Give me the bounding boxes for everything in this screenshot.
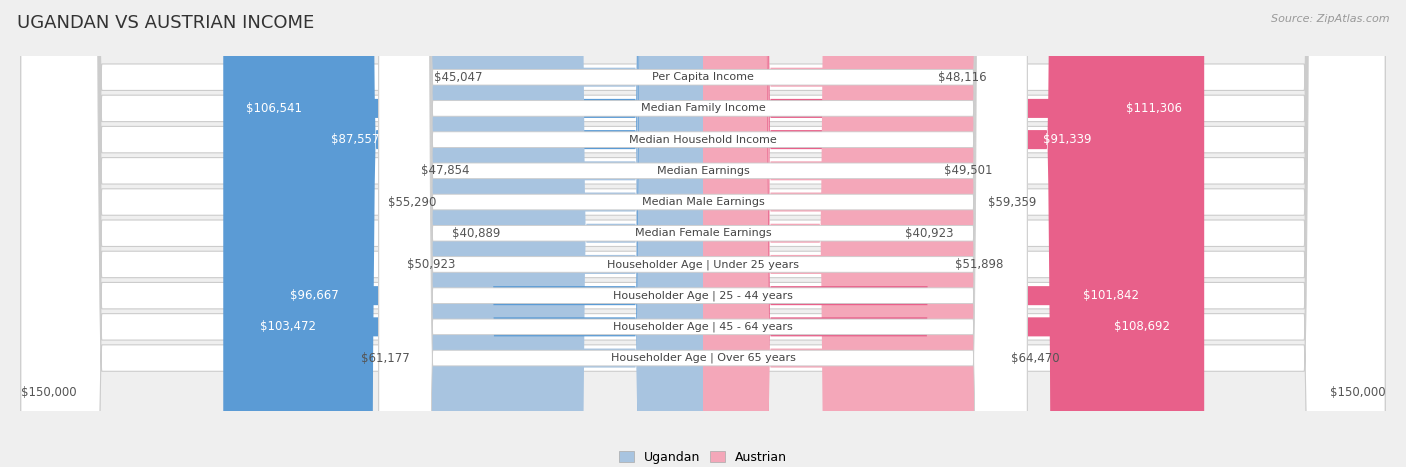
FancyBboxPatch shape [454, 0, 703, 467]
Text: $91,339: $91,339 [1043, 133, 1092, 146]
FancyBboxPatch shape [378, 0, 1028, 467]
FancyBboxPatch shape [703, 0, 887, 467]
Text: Median Male Earnings: Median Male Earnings [641, 197, 765, 207]
Text: $40,889: $40,889 [453, 227, 501, 240]
FancyBboxPatch shape [703, 0, 920, 467]
Text: $108,692: $108,692 [1114, 320, 1170, 333]
Text: $48,116: $48,116 [938, 71, 986, 84]
FancyBboxPatch shape [378, 0, 1028, 467]
FancyBboxPatch shape [703, 0, 1204, 467]
Text: Householder Age | Under 25 years: Householder Age | Under 25 years [607, 259, 799, 270]
FancyBboxPatch shape [378, 0, 1028, 467]
Text: $55,290: $55,290 [388, 196, 436, 209]
FancyBboxPatch shape [703, 0, 927, 467]
Text: $96,667: $96,667 [290, 289, 339, 302]
Text: $49,501: $49,501 [943, 164, 993, 177]
Text: $61,177: $61,177 [361, 352, 409, 365]
Text: $59,359: $59,359 [988, 196, 1036, 209]
FancyBboxPatch shape [378, 0, 1028, 467]
Text: $103,472: $103,472 [260, 320, 315, 333]
FancyBboxPatch shape [21, 0, 1385, 467]
FancyBboxPatch shape [21, 0, 1385, 467]
FancyBboxPatch shape [488, 0, 703, 467]
FancyBboxPatch shape [224, 0, 703, 467]
Text: $101,842: $101,842 [1083, 289, 1139, 302]
Text: $111,306: $111,306 [1126, 102, 1181, 115]
FancyBboxPatch shape [501, 0, 703, 467]
Text: Median Household Income: Median Household Income [628, 134, 778, 145]
FancyBboxPatch shape [378, 0, 1028, 467]
FancyBboxPatch shape [267, 0, 703, 467]
Text: $150,000: $150,000 [21, 386, 76, 399]
FancyBboxPatch shape [427, 0, 703, 467]
Text: $150,000: $150,000 [1330, 386, 1385, 399]
Text: Householder Age | 45 - 64 years: Householder Age | 45 - 64 years [613, 322, 793, 332]
Legend: Ugandan, Austrian: Ugandan, Austrian [614, 446, 792, 467]
FancyBboxPatch shape [703, 0, 993, 467]
FancyBboxPatch shape [703, 0, 970, 467]
FancyBboxPatch shape [703, 0, 1192, 467]
FancyBboxPatch shape [378, 0, 1028, 467]
Text: $47,854: $47,854 [420, 164, 470, 177]
Text: $64,470: $64,470 [1011, 352, 1060, 365]
FancyBboxPatch shape [309, 0, 703, 467]
Text: Householder Age | 25 - 44 years: Householder Age | 25 - 44 years [613, 290, 793, 301]
FancyBboxPatch shape [703, 0, 1161, 467]
FancyBboxPatch shape [21, 0, 1385, 467]
FancyBboxPatch shape [21, 0, 1385, 467]
Text: $106,541: $106,541 [246, 102, 302, 115]
Text: $51,898: $51,898 [955, 258, 1002, 271]
Text: Source: ZipAtlas.com: Source: ZipAtlas.com [1271, 14, 1389, 24]
FancyBboxPatch shape [21, 0, 1385, 467]
Text: Per Capita Income: Per Capita Income [652, 72, 754, 82]
FancyBboxPatch shape [703, 0, 936, 467]
Text: UGANDAN VS AUSTRIAN INCOME: UGANDAN VS AUSTRIAN INCOME [17, 14, 314, 32]
Text: $50,923: $50,923 [408, 258, 456, 271]
Text: $40,923: $40,923 [905, 227, 953, 240]
FancyBboxPatch shape [238, 0, 703, 467]
Text: $87,557: $87,557 [332, 133, 380, 146]
FancyBboxPatch shape [519, 0, 703, 467]
FancyBboxPatch shape [21, 0, 1385, 467]
FancyBboxPatch shape [21, 0, 1385, 467]
Text: $45,047: $45,047 [433, 71, 482, 84]
FancyBboxPatch shape [21, 0, 1385, 467]
Text: Median Earnings: Median Earnings [657, 166, 749, 176]
FancyBboxPatch shape [378, 0, 1028, 467]
Text: Median Family Income: Median Family Income [641, 103, 765, 113]
FancyBboxPatch shape [474, 0, 703, 467]
Text: Householder Age | Over 65 years: Householder Age | Over 65 years [610, 353, 796, 363]
FancyBboxPatch shape [378, 0, 1028, 467]
FancyBboxPatch shape [378, 0, 1028, 467]
FancyBboxPatch shape [21, 0, 1385, 467]
FancyBboxPatch shape [378, 0, 1028, 467]
FancyBboxPatch shape [21, 0, 1385, 467]
Text: Median Female Earnings: Median Female Earnings [634, 228, 772, 238]
FancyBboxPatch shape [703, 0, 1115, 467]
